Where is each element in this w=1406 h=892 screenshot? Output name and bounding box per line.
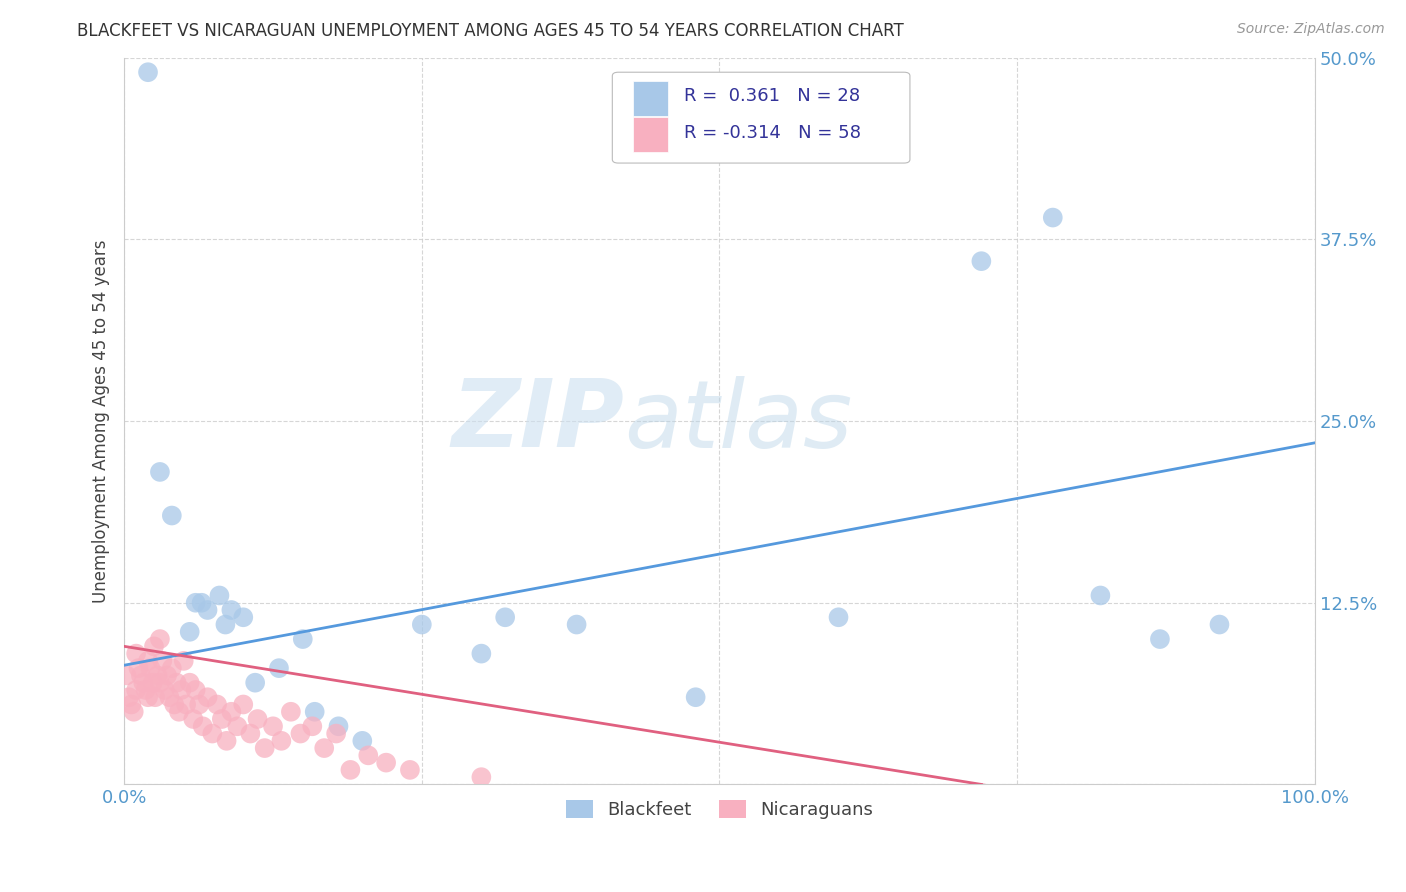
Point <box>304 705 326 719</box>
Point <box>125 647 148 661</box>
Point <box>191 719 214 733</box>
Point <box>160 508 183 523</box>
Point <box>174 698 197 712</box>
Point <box>970 254 993 268</box>
Point <box>163 698 186 712</box>
Point <box>184 682 207 697</box>
Point <box>1090 589 1112 603</box>
Point <box>290 726 312 740</box>
Point <box>201 726 224 740</box>
Point <box>188 698 211 712</box>
Point <box>325 726 347 740</box>
Point <box>827 610 849 624</box>
Point <box>270 734 292 748</box>
Point <box>120 698 142 712</box>
Point <box>170 682 193 697</box>
Point <box>190 596 212 610</box>
Point <box>328 719 350 733</box>
Point <box>197 603 219 617</box>
Point <box>411 617 433 632</box>
Point <box>143 640 166 654</box>
Point <box>153 682 176 697</box>
Point <box>1208 617 1230 632</box>
Point <box>221 705 243 719</box>
Point <box>166 675 188 690</box>
Point <box>179 675 201 690</box>
Text: Source: ZipAtlas.com: Source: ZipAtlas.com <box>1237 22 1385 37</box>
Point <box>135 682 157 697</box>
Text: BLACKFEET VS NICARAGUAN UNEMPLOYMENT AMONG AGES 45 TO 54 YEARS CORRELATION CHART: BLACKFEET VS NICARAGUAN UNEMPLOYMENT AMO… <box>77 22 904 40</box>
Point <box>470 770 492 784</box>
Point <box>167 705 190 719</box>
Point <box>159 690 181 705</box>
Point <box>565 617 588 632</box>
Point <box>139 661 162 675</box>
Point <box>173 654 195 668</box>
Point <box>1149 632 1171 646</box>
Text: R = -0.314   N = 58: R = -0.314 N = 58 <box>683 123 860 142</box>
Point <box>399 763 422 777</box>
Point <box>179 624 201 639</box>
Point <box>232 698 254 712</box>
Point <box>184 596 207 610</box>
Point <box>239 726 262 740</box>
Point <box>291 632 314 646</box>
Point <box>197 690 219 705</box>
Legend: Blackfeet, Nicaraguans: Blackfeet, Nicaraguans <box>558 792 880 826</box>
Point <box>685 690 707 705</box>
Point <box>494 610 516 624</box>
Point <box>226 719 249 733</box>
Point <box>150 654 173 668</box>
Point <box>208 589 231 603</box>
Point <box>314 741 336 756</box>
Text: R =  0.361   N = 28: R = 0.361 N = 28 <box>683 87 860 105</box>
Point <box>243 675 266 690</box>
Point <box>149 632 172 646</box>
Point <box>205 698 228 712</box>
Point <box>136 65 159 79</box>
Point <box>470 647 492 661</box>
Point <box>352 734 374 748</box>
Point <box>301 719 323 733</box>
Point <box>357 748 380 763</box>
Point <box>1042 211 1064 225</box>
Point <box>339 763 361 777</box>
Point <box>143 690 166 705</box>
Point <box>115 668 138 682</box>
Point <box>132 675 155 690</box>
Bar <box>633 81 668 116</box>
Point <box>267 661 290 675</box>
Point <box>262 719 284 733</box>
Text: ZIP: ZIP <box>451 375 624 467</box>
Point <box>129 668 152 682</box>
Point <box>125 682 148 697</box>
Point <box>149 675 172 690</box>
Point <box>181 712 204 726</box>
Point <box>118 690 141 705</box>
Point <box>246 712 269 726</box>
Point <box>211 712 233 726</box>
FancyBboxPatch shape <box>613 72 910 163</box>
Bar <box>633 117 668 153</box>
Point <box>149 465 172 479</box>
Point <box>136 690 159 705</box>
Point <box>128 661 150 675</box>
Point <box>146 668 169 682</box>
Point <box>215 734 238 748</box>
Point <box>156 668 179 682</box>
Text: atlas: atlas <box>624 376 852 467</box>
Point <box>136 654 159 668</box>
Point <box>280 705 302 719</box>
Point <box>232 610 254 624</box>
Point <box>253 741 276 756</box>
Point <box>221 603 243 617</box>
Point <box>122 705 145 719</box>
Point <box>375 756 398 770</box>
Point <box>214 617 236 632</box>
Point <box>142 675 165 690</box>
Point <box>160 661 183 675</box>
Y-axis label: Unemployment Among Ages 45 to 54 years: Unemployment Among Ages 45 to 54 years <box>93 239 110 603</box>
